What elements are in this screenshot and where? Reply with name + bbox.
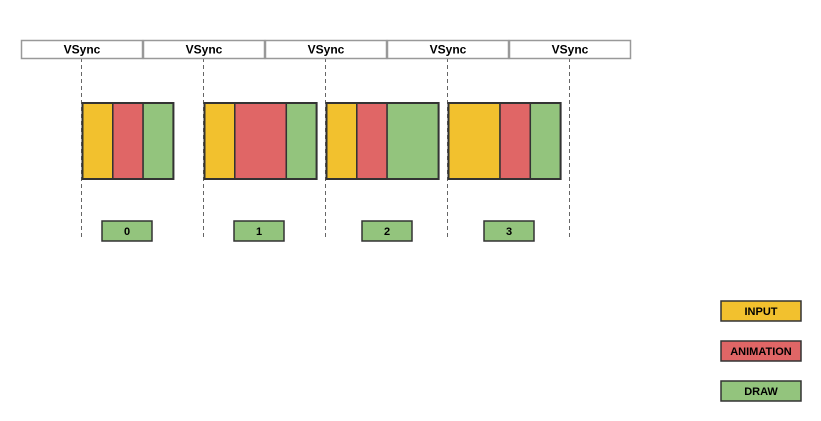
input-segment (447, 102, 501, 180)
frame-label-box (361, 220, 413, 242)
legend-item-draw: DRAW (720, 380, 802, 402)
frame-label-0: 0 (101, 220, 153, 242)
frame-number: 0 (124, 226, 130, 238)
frame-label-1: 1 (233, 220, 285, 242)
vsync-label: VSync (64, 43, 101, 57)
animation-segment (234, 102, 288, 180)
legend-item-animation: ANIMATION (720, 340, 802, 362)
frame-outline (203, 102, 318, 180)
input-segment (203, 102, 236, 180)
frame-label-box (483, 220, 535, 242)
draw-segment (386, 102, 440, 180)
vsync-label: VSync (552, 43, 589, 57)
input-segment (325, 102, 358, 180)
vsync-cell-box (142, 39, 266, 60)
vsync-cell-box (386, 39, 510, 60)
frame-2 (325, 102, 440, 180)
draw-segment (529, 102, 562, 180)
frame-outline (325, 102, 440, 180)
draw-segment (142, 102, 175, 180)
frame-label-box (233, 220, 285, 242)
frame-label-box (101, 220, 153, 242)
frame-1 (203, 102, 318, 180)
frame-label-2: 2 (361, 220, 413, 242)
frames (81, 102, 562, 180)
frame-0 (81, 102, 175, 180)
frame-labels: 0 1 2 3 (101, 220, 535, 242)
legend-swatch (720, 300, 802, 322)
vsync-label: VSync (308, 43, 345, 57)
vsync-cell-box (264, 39, 388, 60)
frame-number: 2 (384, 226, 390, 238)
legend-label: INPUT (745, 306, 778, 318)
frame-number: 3 (506, 226, 512, 238)
frame-outline (447, 102, 562, 180)
vsync-cell-box (20, 39, 144, 60)
input-segment (81, 102, 114, 180)
vsync-cell: VSync (264, 39, 388, 60)
vsync-cell: VSync (20, 39, 144, 60)
vsync-header: VSync VSync VSync VSync VSync (20, 39, 632, 60)
vsync-cell: VSync (142, 39, 266, 60)
animation-segment (356, 102, 388, 180)
legend-label: DRAW (744, 386, 778, 398)
legend-label: ANIMATION (730, 346, 792, 358)
vsync-label: VSync (430, 43, 467, 57)
animation-segment (499, 102, 532, 180)
vsync-cell: VSync (508, 39, 632, 60)
legend-item-input: INPUT (720, 300, 802, 322)
frame-label-3: 3 (483, 220, 535, 242)
vsync-cell-box (508, 39, 632, 60)
vsync-cell: VSync (386, 39, 510, 60)
animation-segment (112, 102, 144, 180)
draw-segment (285, 102, 318, 180)
frame-3 (447, 102, 562, 180)
vsync-label: VSync (186, 43, 223, 57)
legend: INPUT ANIMATION DRAW (720, 300, 802, 402)
frame-number: 1 (256, 226, 262, 238)
legend-swatch (720, 380, 802, 402)
frame-outline (81, 102, 175, 180)
legend-swatch (720, 340, 802, 362)
